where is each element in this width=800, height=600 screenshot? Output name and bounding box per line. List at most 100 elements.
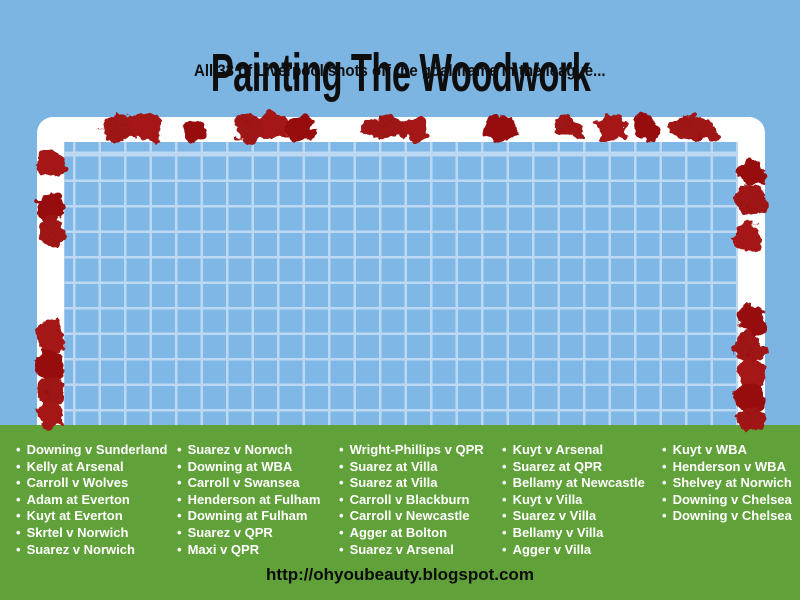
bullet-icon: • (339, 442, 344, 457)
bullet-icon: • (502, 491, 507, 507)
shot-item: • Downing v Sunderland (16, 442, 167, 459)
shot-item-label: Wright-Phillips v QPR (349, 442, 484, 457)
shot-item: • Carroll v Swansea (177, 475, 320, 492)
shot-item: • Carroll v Newcastle (339, 508, 484, 525)
shot-item-label: Kuyt v Villa (512, 491, 583, 507)
shot-item-label: Downing at Fulham (187, 508, 308, 524)
bullet-icon: • (662, 458, 667, 474)
shot-item-label: Agger v Villa (512, 541, 592, 557)
shot-item: • Downing v Chelsea (662, 508, 792, 525)
bullet-icon: • (339, 508, 344, 524)
shot-item-label: Skrtel v Norwich (26, 524, 129, 540)
bullet-icon: • (177, 508, 182, 524)
page-title: Painting The Woodwork (0, 42, 800, 104)
shot-item-label: Downing v Sunderland (26, 442, 168, 457)
goal-frame (37, 117, 765, 425)
bullet-icon: • (339, 475, 344, 491)
shot-item: • Suarez v Norwch (177, 442, 320, 459)
bullet-icon: • (16, 491, 21, 507)
goal-net (64, 142, 738, 425)
shot-column-2: • Suarez v Norwch • Downing at WBA • Carroll … (177, 442, 320, 558)
bullet-icon: • (177, 491, 182, 507)
bullet-icon: • (177, 541, 182, 557)
bullet-icon: • (339, 491, 344, 507)
shot-item-label: Suarez at QPR (512, 458, 603, 474)
shot-item-label: Bellamy at Newcastle (512, 475, 645, 491)
shot-item: • Henderson at Fulham (177, 492, 320, 509)
shot-item: • Maxi v QPR (177, 542, 320, 559)
bullet-icon: • (662, 475, 667, 491)
shot-item-label: Henderson v WBA (672, 458, 786, 474)
bullet-icon: • (339, 524, 344, 540)
bullet-icon: • (502, 524, 507, 540)
shot-item-label: Downing v Chelsea (672, 508, 792, 524)
shot-item: • Suarez v Norwich (16, 542, 167, 559)
shot-item-label: Suarez at Villa (349, 458, 438, 474)
shot-item-label: Kuyt v WBA (672, 442, 747, 457)
shot-item-label: Suarez v QPR (187, 524, 273, 540)
shot-item-label: Downing v Chelsea (672, 491, 792, 507)
bullet-icon: • (662, 442, 667, 457)
shot-item-label: Henderson at Fulham (187, 491, 321, 507)
shot-item-label: Agger at Bolton (349, 524, 448, 540)
bullet-icon: • (16, 541, 21, 557)
shot-item: • Suarez at Villa (339, 475, 484, 492)
shot-item-label: Kuyt v Arsenal (512, 442, 604, 457)
shot-item: • Skrtel v Norwich (16, 525, 167, 542)
shot-column-3: • Wright-Phillips v QPR • Suarez at Villa • S… (339, 442, 484, 558)
bullet-icon: • (16, 475, 21, 491)
shot-item-label: Suarez v Villa (512, 508, 597, 524)
shot-column-4: • Kuyt v Arsenal • Suarez at QPR • Bellamy at… (502, 442, 645, 558)
shot-item-label: Suarez v Arsenal (349, 541, 454, 557)
shot-item-label: Suarez v Norwich (26, 541, 135, 557)
shot-item-label: Adam at Everton (26, 491, 130, 507)
page-title-text: Painting The Woodwork (210, 43, 590, 104)
shot-column-1: • Downing v Sunderland • Kelly at Arsenal • C… (16, 442, 167, 558)
shot-item: • Carroll v Wolves (16, 475, 167, 492)
shot-item: • Bellamy v Villa (502, 525, 645, 542)
footer-url: http://ohyoubeauty.blogspot.com (266, 565, 534, 584)
shot-column-5: • Kuyt v WBA • Henderson v WBA • Shelvey at N… (662, 442, 792, 525)
shot-item-label: Kuyt at Everton (26, 508, 123, 524)
bullet-icon: • (16, 442, 21, 457)
shot-item: • Downing at WBA (177, 459, 320, 476)
bullet-icon: • (177, 458, 182, 474)
shot-item: • Bellamy at Newcastle (502, 475, 645, 492)
shot-item: • Wright-Phillips v QPR (339, 442, 484, 459)
bullet-icon: • (339, 458, 344, 474)
shot-item-label: Maxi v QPR (187, 541, 260, 557)
grass-footer: • Downing v Sunderland • Kelly at Arsenal • C… (0, 425, 800, 600)
shot-item-label: Shelvey at Norwich (672, 475, 792, 491)
shot-item: • Agger at Bolton (339, 525, 484, 542)
shot-item-label: Carroll v Swansea (187, 475, 300, 491)
shot-item: • Kelly at Arsenal (16, 459, 167, 476)
shot-item: • Kuyt v WBA (662, 442, 792, 459)
shot-item-label: Kelly at Arsenal (26, 458, 124, 474)
bullet-icon: • (502, 508, 507, 524)
shot-item: • Downing v Chelsea (662, 492, 792, 509)
shot-item: • Shelvey at Norwich (662, 475, 792, 492)
bullet-icon: • (502, 541, 507, 557)
bullet-icon: • (662, 508, 667, 524)
bullet-icon: • (502, 458, 507, 474)
shot-item-label: Bellamy v Villa (512, 524, 604, 540)
shot-item: • Suarez at QPR (502, 459, 645, 476)
shot-item: • Adam at Everton (16, 492, 167, 509)
shot-item-label: Carroll v Blackburn (349, 491, 470, 507)
shot-item: • Suarez at Villa (339, 459, 484, 476)
shot-item: • Kuyt v Arsenal (502, 442, 645, 459)
bullet-icon: • (662, 491, 667, 507)
subtitle-text: All 33 of Liverpool shots off the goal f… (194, 61, 606, 80)
bullet-icon: • (16, 524, 21, 540)
shot-item: • Kuyt v Villa (502, 492, 645, 509)
bullet-icon: • (177, 524, 182, 540)
bullet-icon: • (502, 475, 507, 491)
shot-item: • Carroll v Blackburn (339, 492, 484, 509)
bullet-icon: • (16, 508, 21, 524)
bullet-icon: • (502, 442, 507, 457)
subtitle: All 33 of Liverpool shots off the goal f… (0, 61, 800, 81)
shot-item: • Suarez v Villa (502, 508, 645, 525)
shot-item: • Downing at Fulham (177, 508, 320, 525)
bullet-icon: • (177, 475, 182, 491)
shot-item: • Agger v Villa (502, 542, 645, 559)
